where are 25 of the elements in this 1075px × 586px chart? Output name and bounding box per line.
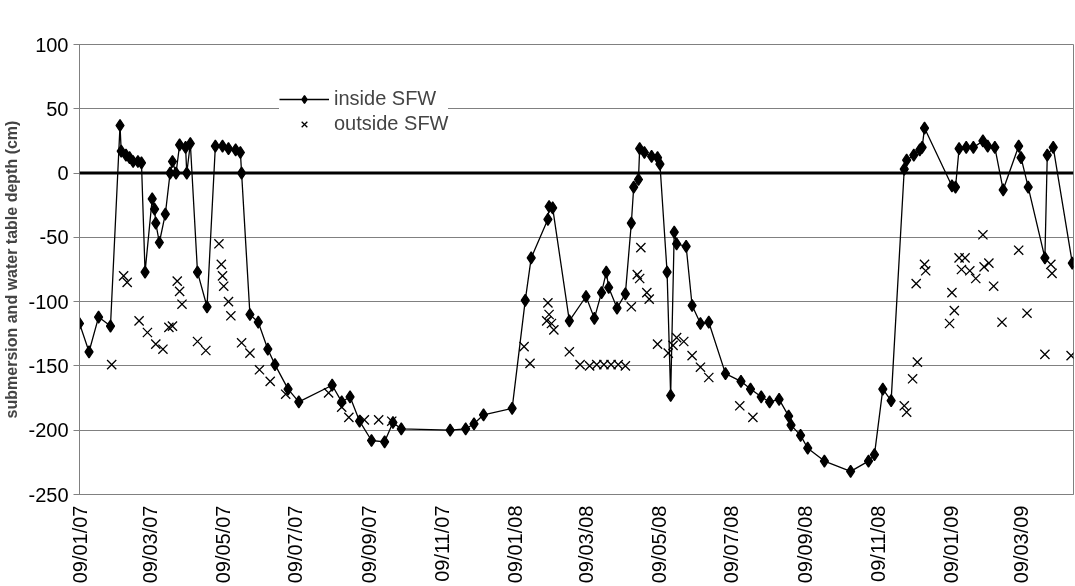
x-tick-label: 09/11/08 [867,505,890,582]
y-tick-label: 50 [46,97,69,120]
y-tick-label: -250 [28,483,69,506]
x-tick-label: 09/11/07 [430,505,453,582]
y-tick-label: -200 [28,419,69,442]
legend-label: outside SFW [334,112,449,135]
y-tick-label: 0 [57,162,69,185]
y-axis-title: submersion and water table depth (cm) [3,120,21,419]
x-tick-label: 09/05/07 [211,505,234,584]
x-tick-label: 09/01/09 [939,505,962,584]
y-tick-label: -50 [39,226,69,249]
y-tick-label: 100 [35,33,69,56]
x-tick-label: 09/05/08 [647,505,670,584]
y-tick-label: -150 [28,354,69,377]
x-tick-label: 09/03/09 [1010,505,1033,584]
x-tick-label: 09/03/07 [138,505,161,584]
x-tick-label: 09/03/08 [575,505,598,584]
x-tick-label: 09/09/08 [794,505,817,584]
legend-label: inside SFW [334,87,437,110]
x-tick-label: 09/09/07 [358,505,381,584]
x-tick-label: 09/07/07 [284,505,307,584]
x-tick-label: 09/01/08 [503,505,526,584]
y-tick-label: -100 [28,290,69,313]
x-tick-label: 09/01/07 [68,505,91,584]
x-tick-label: 09/07/08 [720,505,743,584]
